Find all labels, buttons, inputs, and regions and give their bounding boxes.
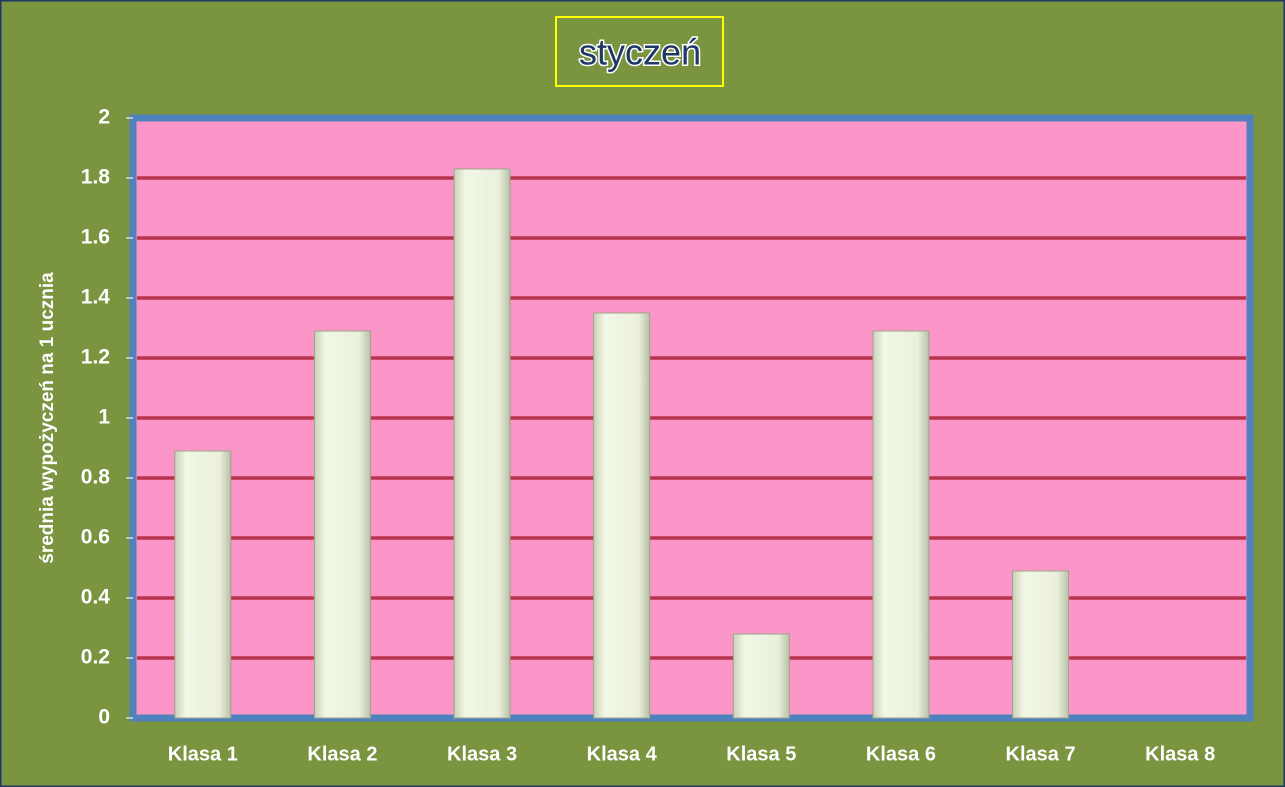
bar (732, 633, 790, 719)
x-tick-label: Klasa 7 (1006, 743, 1076, 765)
y-tick-label: 1.4 (81, 286, 111, 309)
x-tick-label: Klasa 2 (307, 743, 377, 765)
y-tick-label: 0.4 (81, 586, 111, 609)
y-axis-title: średnia wypożyczeń na 1 ucznia (37, 272, 58, 564)
y-tick-label: 1 (98, 406, 110, 429)
y-tick-label: 1.2 (81, 346, 110, 369)
chart-title: styczeń (579, 32, 701, 73)
x-tick-label: Klasa 6 (866, 743, 936, 765)
title-box (555, 16, 724, 87)
x-tick-label: Klasa 8 (1145, 743, 1215, 765)
bar (593, 312, 651, 719)
bar (174, 450, 232, 719)
x-tick-label: Klasa 5 (726, 743, 796, 765)
y-tick-label: 0.8 (81, 466, 111, 489)
bar (453, 168, 511, 719)
x-tick-label: Klasa 3 (447, 743, 517, 765)
bar (313, 330, 371, 719)
x-tick-label: Klasa 4 (587, 743, 658, 765)
bar (872, 330, 930, 719)
y-tick-label: 0 (98, 706, 110, 729)
y-tick-label: 0.6 (81, 526, 110, 549)
y-tick-label: 0.2 (81, 646, 110, 669)
y-tick-label: 1.8 (81, 166, 111, 189)
y-tick-label: 1.6 (81, 226, 110, 249)
x-tick-label: Klasa 1 (168, 743, 238, 765)
y-tick-label: 2 (98, 106, 110, 129)
bar (1012, 570, 1070, 719)
